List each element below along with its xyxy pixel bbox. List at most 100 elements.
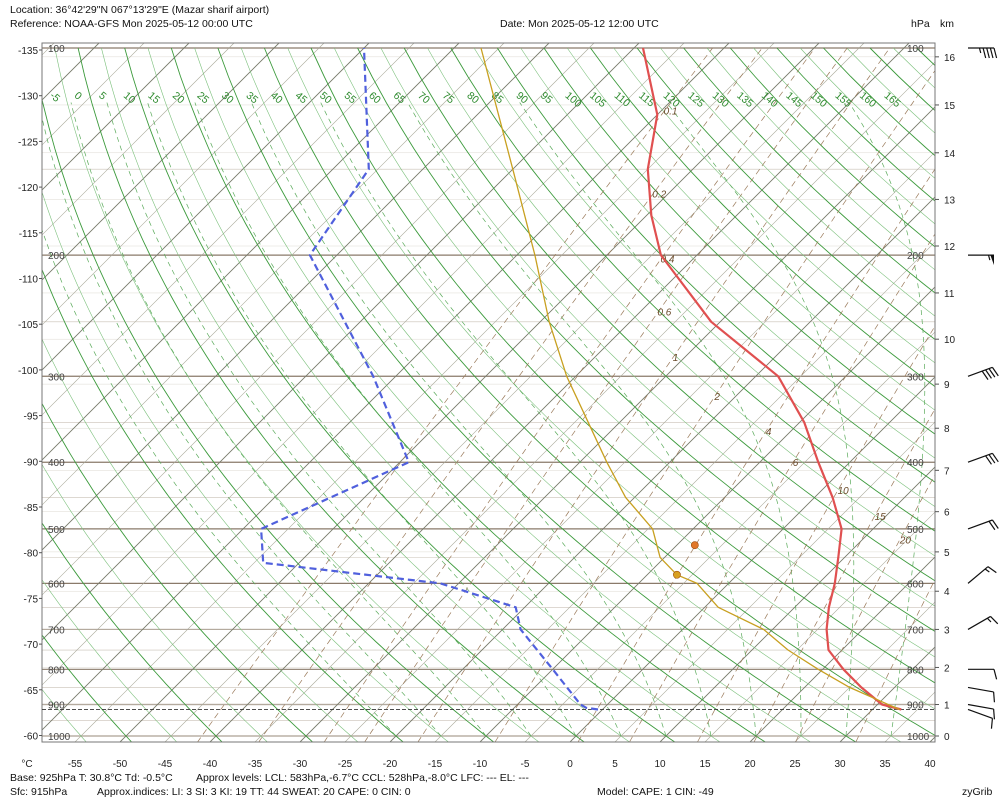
dry-adiabat-line (124, 47, 676, 742)
moist-adiabat-line (848, 102, 926, 737)
isotherm-line (42, 43, 415, 416)
isotherm-line (42, 43, 370, 371)
ccl-marker (690, 541, 699, 550)
altitude-km-label: 7 (944, 466, 950, 477)
temperature-profile (641, 47, 902, 711)
isotherm-line (704, 511, 935, 742)
isotherm-line (42, 43, 595, 596)
dry-adiabat-line (147, 47, 721, 742)
wind-barb (967, 708, 994, 729)
dry-adiabat-line (240, 47, 902, 742)
isotherm-line (794, 601, 935, 742)
left-axis-tick: -75 (24, 594, 39, 605)
isotherm-line (42, 43, 685, 686)
altitude-km-label: 10 (944, 335, 956, 346)
pressure-label-right: 100 (907, 44, 924, 55)
moist-adiabat-line (42, 116, 442, 737)
mixing-ratio-label: 10 (838, 486, 850, 497)
dry-adiabat-label: 75 (440, 90, 457, 107)
pressure-label-left: 200 (48, 251, 65, 262)
mixing-ratio-label: 0.1 (664, 107, 678, 118)
mixing-ratio-line (795, 474, 935, 742)
dry-adiabat-label: 90 (514, 90, 531, 107)
temperature-tick: -35 (248, 759, 263, 770)
dry-adiabat-label: 140 (759, 90, 780, 111)
mixing-ratio-label: 1 (673, 353, 679, 364)
mixing-ratio-label: 2 (713, 392, 720, 403)
isotherm-line (749, 556, 935, 742)
altitude-km-label: 11 (944, 289, 955, 300)
isotherm-line (42, 43, 460, 461)
left-axis-tick: -65 (24, 686, 39, 697)
altitude-km-label: 2 (944, 663, 950, 674)
altitude-km-label: 15 (944, 101, 956, 112)
temperature-tick: 15 (699, 759, 711, 770)
dry-adiabat-line (42, 688, 87, 742)
wind-barb (967, 686, 996, 703)
isotherm-line (434, 241, 935, 742)
isotherm-line (254, 61, 935, 742)
dry-adiabat-line (42, 634, 133, 742)
dry-adiabat-line (473, 47, 935, 507)
isotherm-line (42, 43, 640, 641)
pressure-label-left: 1000 (48, 732, 71, 743)
dry-adiabat-line (42, 522, 223, 742)
hpa-unit-label: hPa (911, 18, 930, 30)
dewpoint-profile (260, 47, 599, 711)
pressure-label-left: 300 (48, 372, 65, 383)
wind-barb (967, 366, 999, 380)
dry-adiabat-line (987, 48, 1000, 751)
wind-barb (967, 519, 999, 531)
altitude-km-label: 12 (944, 242, 956, 253)
temperature-tick: -40 (203, 759, 218, 770)
mixing-ratio-label: 4 (766, 427, 772, 438)
dry-adiabat-line (566, 47, 935, 411)
dry-adiabat-line (403, 47, 935, 582)
mixing-ratio-line (258, 47, 763, 742)
pressure-label-left: 600 (48, 579, 65, 590)
left-axis-tick: -85 (24, 503, 39, 514)
temperature-tick: 20 (744, 759, 756, 770)
moist-adiabat-line (407, 102, 757, 737)
isotherm-line (119, 43, 820, 742)
left-axis-tick: -105 (18, 320, 38, 331)
altitude-km-label: 8 (944, 424, 950, 435)
temperature-tick: -20 (383, 759, 398, 770)
plot-frame (41, 42, 936, 743)
moist-adiabat-line (251, 102, 667, 737)
dry-adiabat-line (42, 338, 359, 742)
left-axis-tick: -120 (18, 183, 38, 194)
isotherm-line (569, 376, 935, 742)
pressure-label-right: 500 (907, 525, 924, 536)
temperature-tick: -55 (68, 759, 83, 770)
pressure-label-right: 1000 (907, 732, 930, 743)
mixing-ratio-label: 0.6 (657, 308, 671, 319)
reference-label: Reference: NOAA-GFS Mon 2025-05-12 00:00… (10, 18, 253, 30)
pressure-label-right: 200 (907, 251, 924, 262)
left-axis-tick: -90 (24, 457, 39, 468)
dry-adiabat-line (543, 47, 935, 435)
left-axis-tick: -95 (24, 412, 39, 423)
dry-adiabat-line (590, 47, 935, 388)
dry-adiabat-label: 95 (538, 90, 555, 107)
dry-adiabat-line (101, 47, 630, 742)
mixing-ratio-label: 0.2 (652, 190, 666, 201)
wind-barb (968, 47, 998, 59)
pressure-label-right: 900 (907, 701, 924, 712)
left-axis-tick: -130 (18, 92, 38, 103)
dry-adiabat-label: 150 (808, 90, 829, 111)
pressure-label-left: 700 (48, 625, 65, 636)
temperature-tick: 30 (834, 759, 846, 770)
approx-indices: Approx.indices: LI: 3 SI: 3 KI: 19 TT: 4… (97, 786, 411, 798)
dry-adiabat-label: 85 (489, 90, 506, 107)
altitude-km-label: 4 (944, 587, 950, 598)
parcel-path (480, 47, 900, 711)
approx-levels: Approx levels: LCL: 583hPa,-6.7°C CCL: 5… (196, 772, 529, 784)
altitude-km-label: 9 (944, 380, 950, 391)
left-axis-tick: -125 (18, 137, 38, 148)
isotherm-line (659, 466, 935, 742)
dry-adiabat-label: 160 (857, 90, 878, 111)
mixing-ratio-line (697, 325, 935, 742)
isotherm-line (299, 106, 935, 742)
dry-adiabat-line (42, 579, 178, 742)
